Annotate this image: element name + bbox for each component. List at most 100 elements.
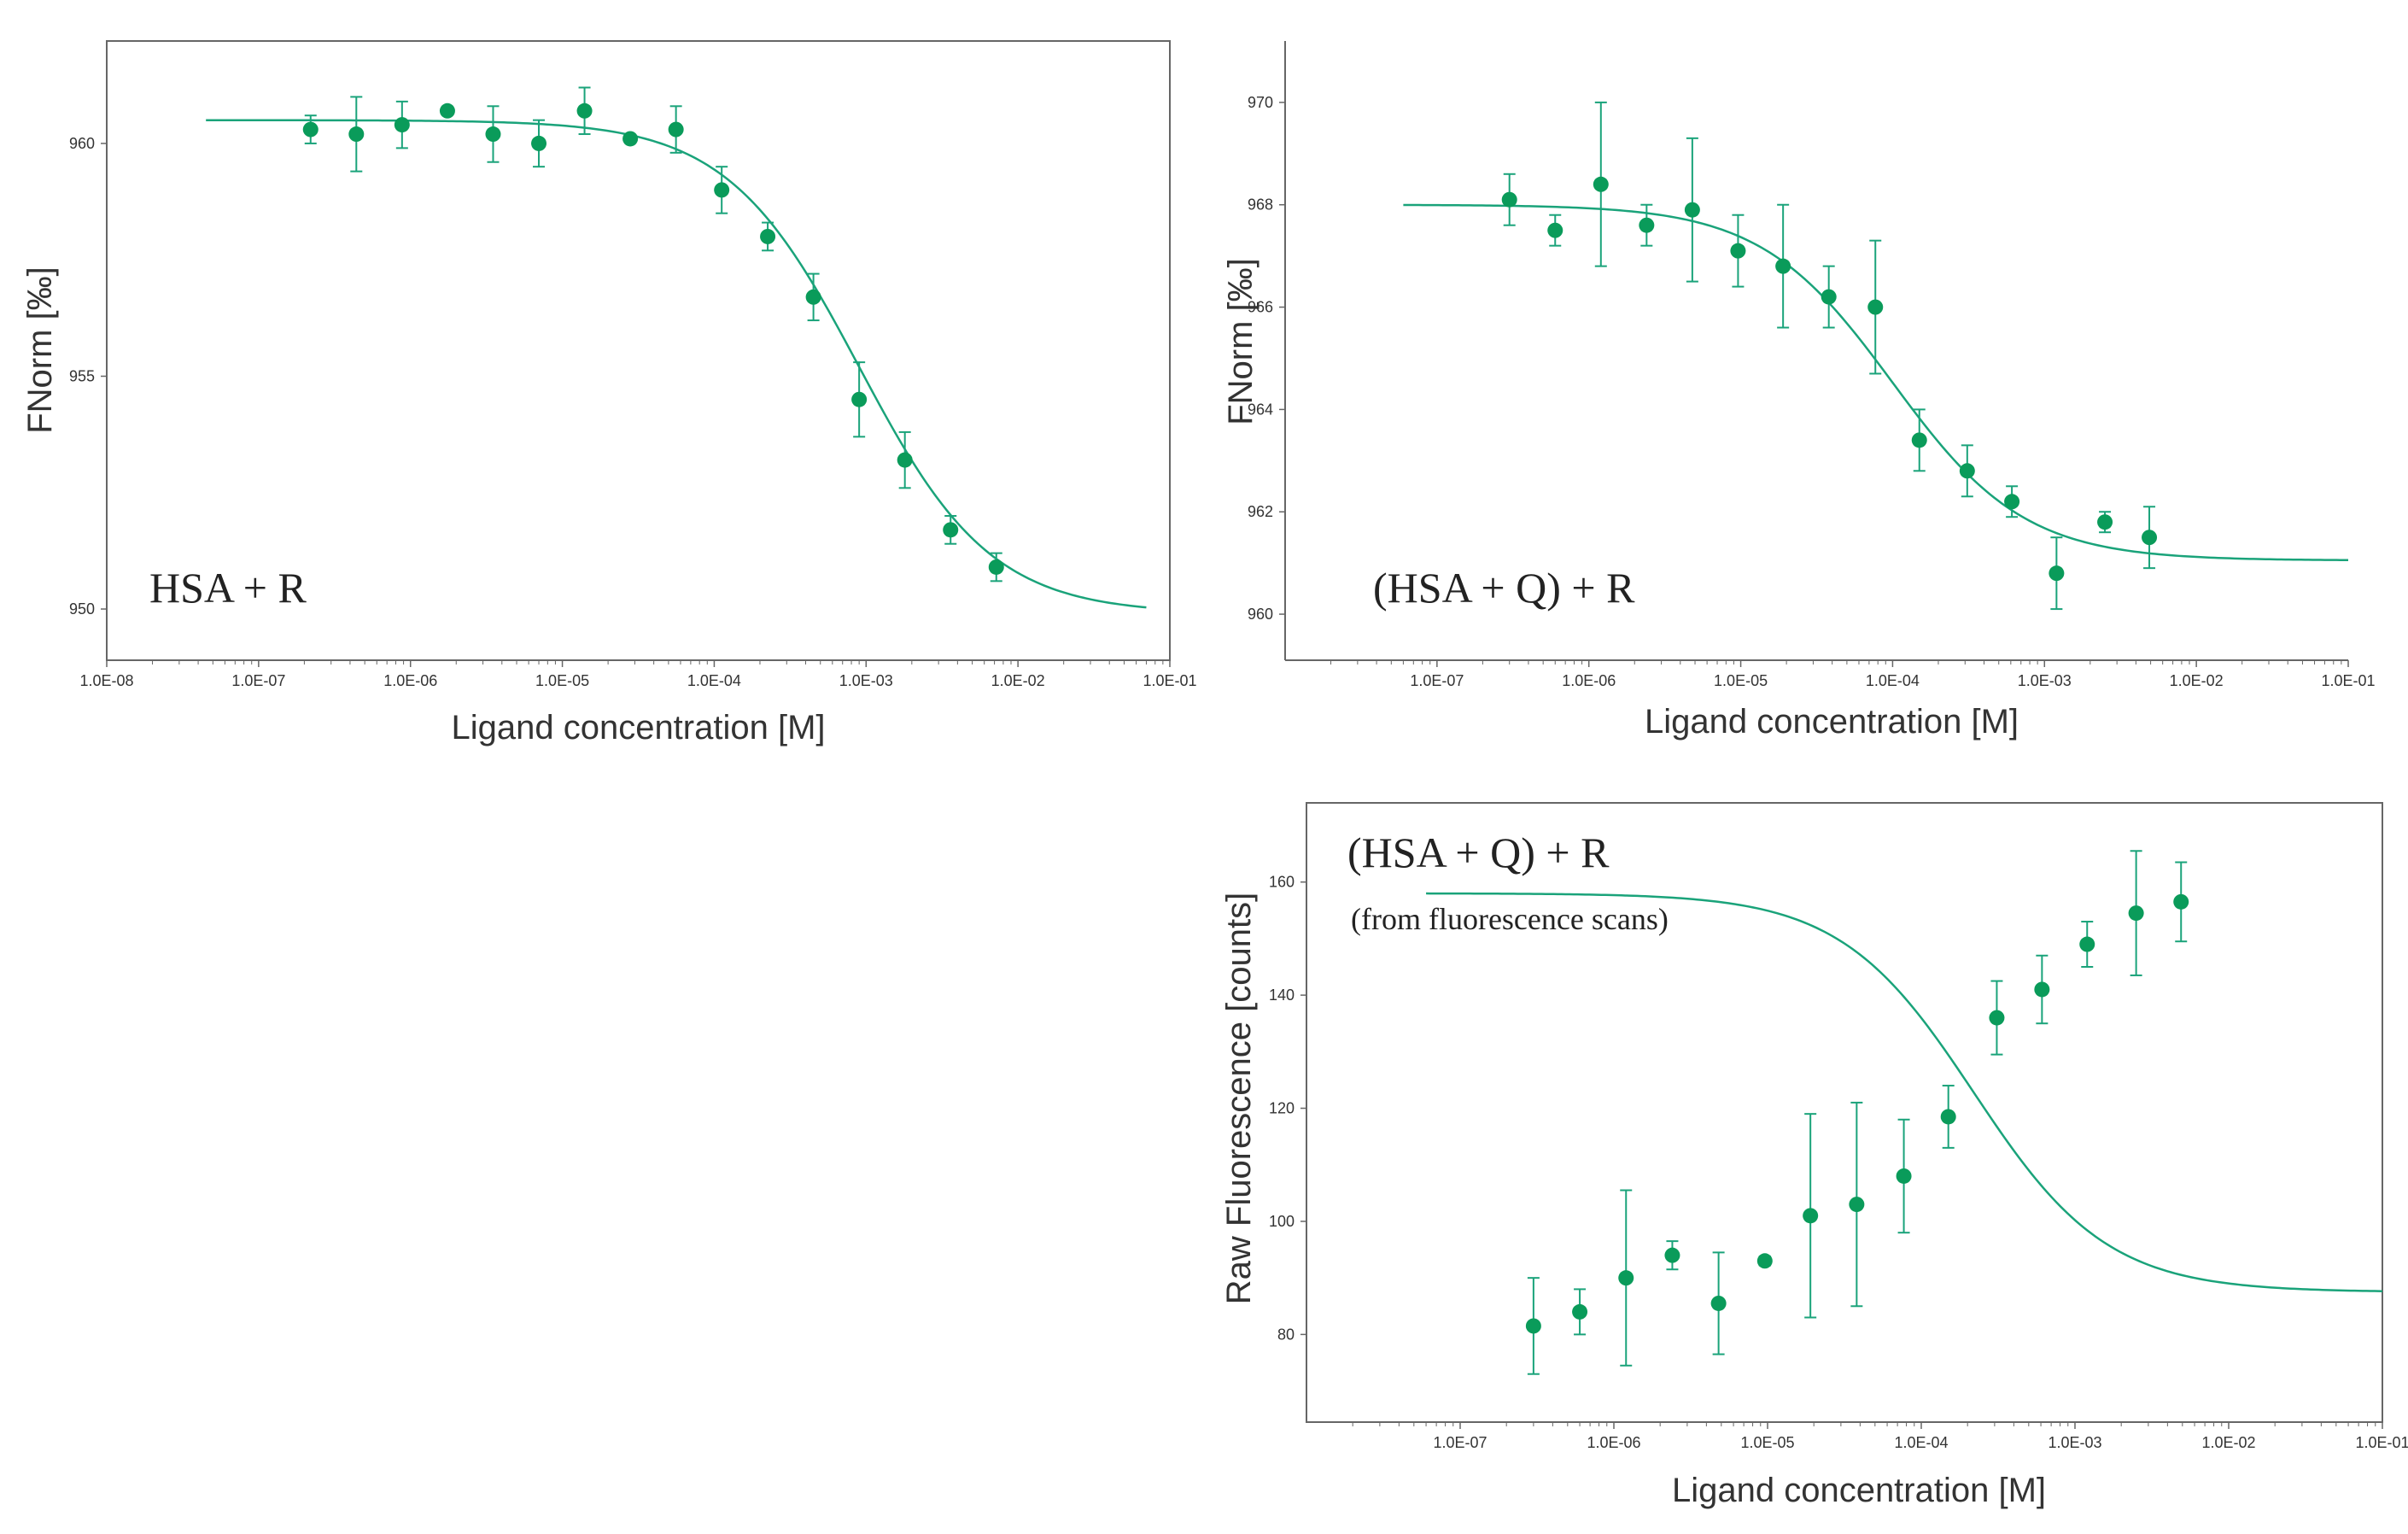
x-axis-label: Ligand concentration [M] bbox=[1645, 703, 2019, 741]
y-tick-label: 80 bbox=[1277, 1326, 1295, 1343]
x-tick-label: 1.0E-02 bbox=[2201, 1434, 2255, 1451]
y-axis-label: FNorm [‰] bbox=[21, 266, 59, 434]
data-point bbox=[714, 182, 730, 198]
x-tick-label: 1.0E-06 bbox=[1562, 672, 1616, 689]
data-point bbox=[1849, 1197, 1865, 1213]
x-tick-label: 1.0E-02 bbox=[2170, 672, 2224, 689]
data-point bbox=[1710, 1295, 1727, 1311]
data-point bbox=[302, 121, 319, 138]
data-point bbox=[2128, 905, 2144, 922]
data-point bbox=[1821, 289, 1837, 305]
data-point bbox=[1911, 432, 1927, 448]
data-point bbox=[1525, 1318, 1541, 1334]
error-bars bbox=[304, 86, 1002, 583]
data-point bbox=[2142, 530, 2158, 546]
chart-title: (HSA + Q) + R bbox=[1347, 828, 1610, 876]
x-tick-label: 1.0E-04 bbox=[687, 672, 741, 689]
y-axis-tick-labels: 960 962 964 966 968 970 bbox=[1248, 94, 1273, 623]
data-point bbox=[1639, 217, 1655, 233]
x-tick-label: 1.0E-07 bbox=[231, 672, 285, 689]
data-point bbox=[576, 102, 593, 119]
chart-hsa-q-r: 1.0E-07 1.0E-06 1.0E-05 1.0E-04 1.0E-03 1.0E-… bbox=[1222, 41, 2376, 741]
x-axis-tick-labels: 1.0E-07 1.0E-06 1.0E-05 1.0E-04 1.0E-03 1.0E-… bbox=[1410, 672, 2375, 689]
data-point bbox=[485, 126, 501, 143]
x-axis-label: Ligand concentration [M] bbox=[1672, 1472, 2046, 1509]
data-point bbox=[760, 228, 776, 244]
chart-hsa-r: 1.0E-08 1.0E-07 1.0E-06 1.0E-05 1.0E-04 1.0E-… bbox=[21, 40, 1197, 747]
x-axis-ticks bbox=[1330, 660, 2349, 667]
fit-curve bbox=[1426, 892, 2383, 1292]
data-point bbox=[1664, 1247, 1680, 1263]
data-point bbox=[1867, 299, 1884, 315]
x-axis-tick-labels: 1.0E-07 1.0E-06 1.0E-05 1.0E-04 1.0E-03 1.0E-… bbox=[1433, 1434, 2408, 1451]
data-point bbox=[2049, 565, 2065, 582]
x-axis-label: Ligand concentration [M] bbox=[451, 709, 825, 747]
x-tick-label: 1.0E-05 bbox=[535, 672, 589, 689]
x-tick-label: 1.0E-07 bbox=[1410, 672, 1464, 689]
chart-title: (HSA + Q) + R bbox=[1373, 564, 1635, 612]
data-point bbox=[348, 126, 365, 143]
data-point bbox=[1593, 176, 1609, 192]
data-point bbox=[668, 121, 684, 138]
x-tick-label: 1.0E-03 bbox=[839, 672, 893, 689]
x-tick-label: 1.0E-04 bbox=[1866, 672, 1920, 689]
data-point bbox=[1501, 191, 1517, 208]
data-point bbox=[805, 289, 821, 305]
x-tick-label: 1.0E-07 bbox=[1433, 1434, 1487, 1451]
data-point bbox=[1730, 243, 1746, 259]
x-tick-label: 1.0E-05 bbox=[1714, 672, 1768, 689]
data-point bbox=[1959, 463, 1975, 479]
data-point bbox=[1684, 202, 1700, 218]
y-tick-label: 100 bbox=[1269, 1213, 1295, 1230]
x-axis-tick-labels: 1.0E-08 1.0E-07 1.0E-06 1.0E-05 1.0E-04 1.0E-… bbox=[79, 672, 1196, 689]
y-tick-label: 960 bbox=[1248, 606, 1273, 623]
chart-hsa-q-r-raw-fluorescence: 1.0E-07 1.0E-06 1.0E-05 1.0E-04 1.0E-03 1.0E-… bbox=[1220, 802, 2408, 1509]
x-tick-label: 1.0E-06 bbox=[383, 672, 437, 689]
x-tick-label: 1.0E-03 bbox=[2018, 672, 2072, 689]
data-point bbox=[1756, 1253, 1773, 1269]
x-axis-ticks bbox=[106, 660, 1171, 667]
data-point bbox=[2004, 494, 2020, 510]
x-tick-label: 1.0E-01 bbox=[2355, 1434, 2408, 1451]
data-point bbox=[622, 131, 639, 147]
fit-curve bbox=[206, 119, 1147, 609]
y-tick-label: 160 bbox=[1269, 874, 1295, 891]
x-tick-label: 1.0E-01 bbox=[1143, 672, 1196, 689]
x-axis-ticks bbox=[1352, 1422, 2383, 1429]
data-point bbox=[531, 135, 547, 151]
plot-frame bbox=[106, 40, 1171, 661]
data-point bbox=[1989, 1010, 2005, 1026]
data-point bbox=[988, 559, 1004, 575]
data-points bbox=[1525, 893, 2189, 1334]
chart-subtitle: (from fluorescence scans) bbox=[1351, 902, 1669, 936]
data-point bbox=[897, 452, 913, 468]
y-axis-label: Raw Fluorescence [counts] bbox=[1220, 893, 1258, 1304]
data-point bbox=[439, 102, 455, 119]
data-point bbox=[2034, 981, 2050, 998]
data-point bbox=[1775, 258, 1791, 274]
y-tick-label: 120 bbox=[1269, 1100, 1295, 1117]
y-axis-ticks bbox=[1279, 102, 1285, 615]
data-points bbox=[1501, 176, 2158, 582]
data-points bbox=[302, 102, 1004, 575]
x-tick-label: 1.0E-05 bbox=[1740, 1434, 1794, 1451]
data-point bbox=[1572, 1303, 1588, 1320]
data-point bbox=[2079, 936, 2095, 952]
x-tick-label: 1.0E-04 bbox=[1894, 1434, 1948, 1451]
data-point bbox=[1547, 222, 1563, 238]
x-tick-label: 1.0E-02 bbox=[991, 672, 1045, 689]
data-point bbox=[2097, 514, 2113, 530]
y-axis-tick-labels: 80 100 120 140 160 bbox=[1269, 874, 1295, 1344]
data-point bbox=[1940, 1109, 1956, 1125]
plot-frame bbox=[1306, 802, 2383, 1423]
data-point bbox=[394, 117, 410, 133]
y-tick-label: 140 bbox=[1269, 987, 1295, 1004]
y-tick-label: 964 bbox=[1248, 401, 1273, 418]
data-point bbox=[851, 391, 868, 407]
data-point bbox=[943, 522, 959, 538]
y-axis-ticks bbox=[1300, 881, 1306, 1336]
y-tick-label: 960 bbox=[69, 135, 95, 152]
y-tick-label: 968 bbox=[1248, 196, 1273, 214]
y-axis-tick-labels: 950 955 960 bbox=[69, 135, 95, 618]
data-point bbox=[1803, 1208, 1819, 1224]
